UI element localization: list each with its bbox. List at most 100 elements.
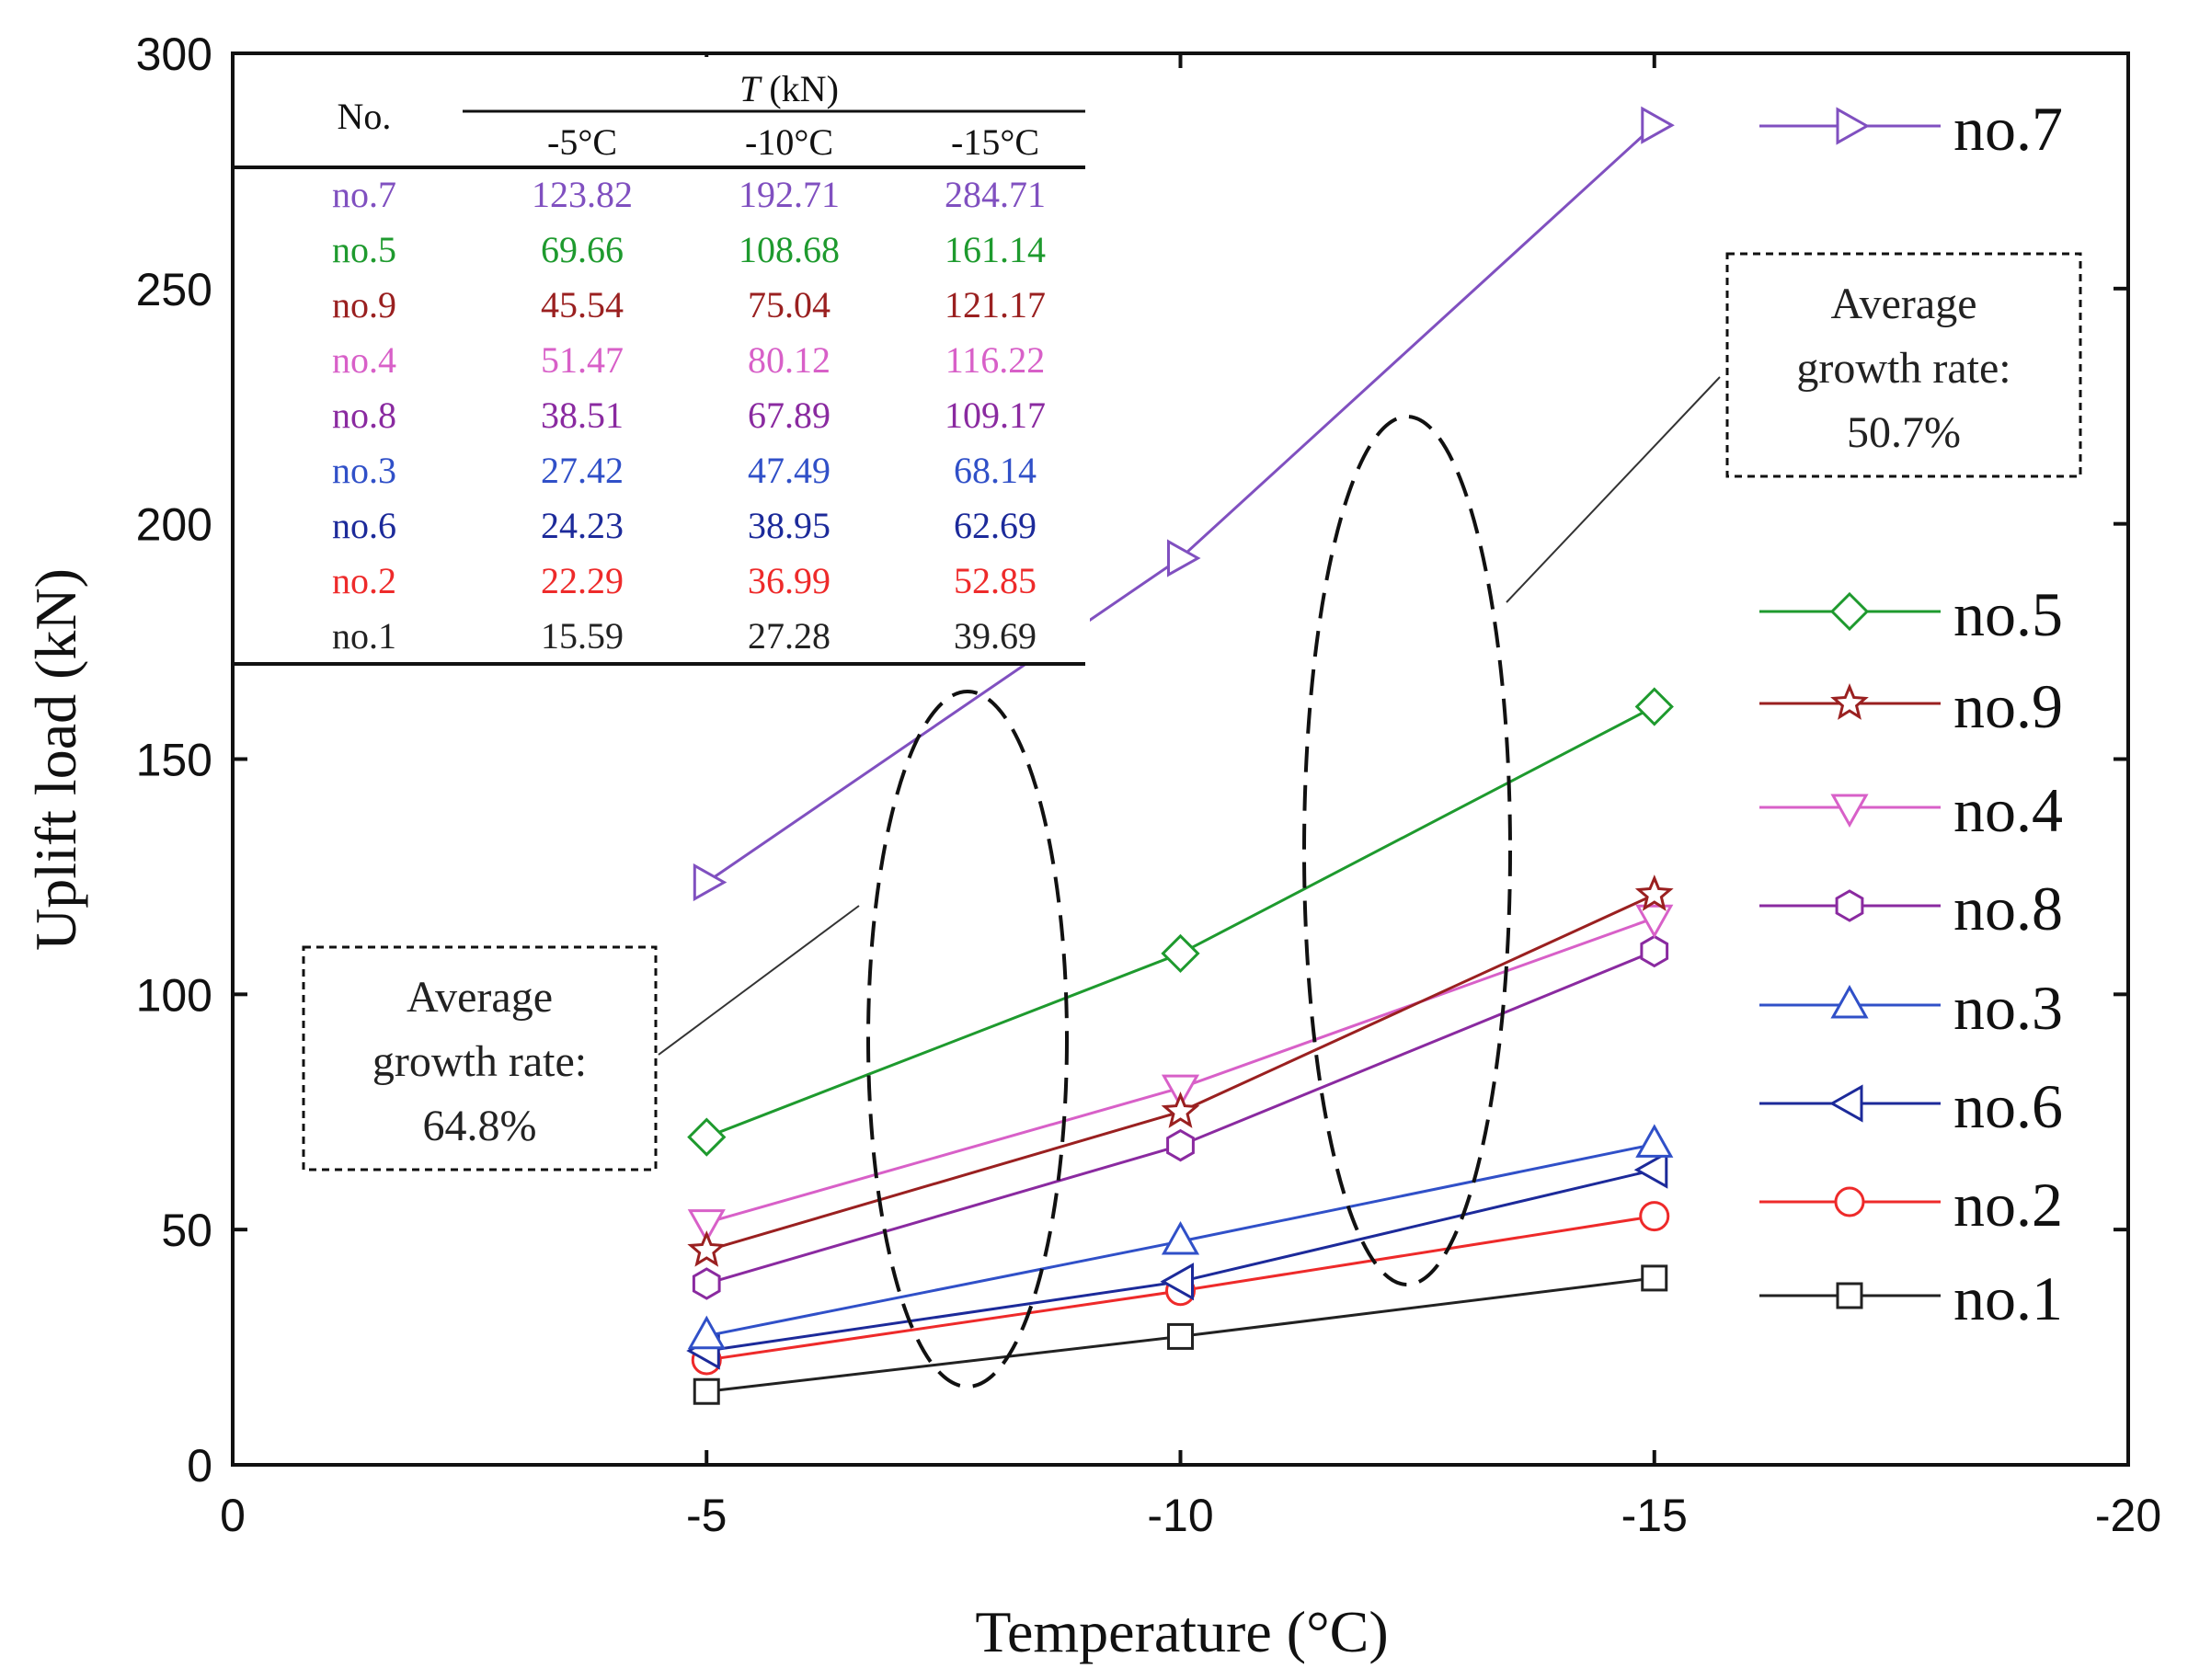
data-point-no.4: [687, 1209, 726, 1243]
table-row-label: no.5: [332, 229, 396, 270]
legend-item-no.8: no.8: [1759, 874, 2063, 943]
highlight-ellipse-left: [866, 690, 1069, 1389]
table-row-label: no.4: [332, 339, 396, 381]
table-cell: 38.51: [541, 394, 624, 436]
table-cell: 51.47: [541, 339, 624, 381]
table-cell: 52.85: [954, 560, 1037, 601]
x-tick-label: -20: [2095, 1490, 2161, 1541]
data-point-no.5: [687, 1117, 727, 1157]
annotation-text: growth rate:: [1796, 344, 2010, 393]
legend-marker-no.4: [1830, 794, 1869, 829]
y-tick-label: 0: [187, 1440, 212, 1491]
table-row-label: no.8: [332, 394, 396, 436]
table-cell: 39.69: [954, 615, 1037, 657]
table-row-label: no.6: [332, 505, 396, 546]
table-row-label: no.3: [332, 450, 396, 491]
x-tick-label: -15: [1621, 1490, 1688, 1541]
legend-item-no.4: no.4: [1759, 775, 2063, 845]
table-header-group-var: T: [739, 68, 762, 109]
table-header-group: T (kN): [739, 68, 839, 109]
data-point-no.4: [1161, 1074, 1200, 1109]
legend-label: no.4: [1953, 775, 2063, 845]
annotation-text: Average: [407, 973, 553, 1022]
series-no.9: [687, 874, 1674, 1267]
table-cell: 80.12: [748, 339, 831, 381]
data-point-no.5: [1634, 687, 1674, 726]
table-cell: 47.49: [748, 450, 831, 491]
data-point-no.3: [1161, 1220, 1200, 1255]
table-cell: 69.66: [541, 229, 624, 270]
data-table: No. T (kN) -5°C -10°C -15°C no.7 123.82 192.71 2…: [233, 57, 1090, 666]
highlight-ellipse-right: [1302, 415, 1512, 1286]
legend-item-no.3: no.3: [1759, 973, 2063, 1043]
table-col-header: -10°C: [745, 121, 833, 163]
y-tick-label: 50: [161, 1205, 212, 1256]
data-point-no.6: [1633, 1150, 1668, 1189]
table-cell: 15.59: [541, 615, 624, 657]
x-tick-label: 0: [220, 1490, 246, 1541]
legend-label: no.1: [1953, 1263, 2063, 1333]
x-tick-label: -5: [686, 1490, 727, 1541]
annotation-text: 50.7%: [1847, 408, 1961, 457]
legend-label: no.9: [1953, 671, 2063, 741]
legend-item-no.7: no.7: [1759, 94, 2063, 164]
annotation-leader-line: [1506, 376, 1721, 603]
data-point-no.9: [1634, 874, 1674, 911]
table-row-label: no.1: [332, 615, 396, 657]
table-cell: 108.68: [739, 229, 840, 270]
highlight-ellipses: [866, 415, 1512, 1389]
table-cell: 45.54: [541, 284, 624, 326]
data-point-no.5: [1161, 933, 1200, 974]
table-row-label: no.9: [332, 284, 396, 326]
table-cell: 192.71: [739, 174, 840, 215]
legend-label: no.2: [1953, 1170, 2063, 1240]
annotation-leader-line: [658, 905, 860, 1056]
table-cell: 68.14: [954, 450, 1037, 491]
table-cell: 62.69: [954, 505, 1037, 546]
table-header-no: No.: [338, 96, 392, 137]
legend-marker-no.9: [1830, 683, 1869, 720]
y-tick-label: 150: [136, 735, 212, 786]
table-row-label: no.7: [332, 174, 396, 215]
table-cell: 27.28: [748, 615, 831, 657]
table-cell: 22.29: [541, 560, 624, 601]
data-point-no.3: [687, 1315, 726, 1350]
y-tick-label: 300: [136, 29, 212, 80]
annotation-text: 64.8%: [423, 1102, 537, 1150]
legend-marker-no.2: [1834, 1186, 1865, 1217]
legend-marker-no.3: [1830, 984, 1869, 1019]
legend-marker-no.8: [1835, 889, 1864, 922]
legend-marker-no.5: [1829, 591, 1870, 632]
data-point-no.9: [1161, 1091, 1200, 1128]
annotation-text: Average: [1831, 280, 1977, 328]
data-point-no.7: [1167, 539, 1201, 577]
data-point-no.3: [1635, 1124, 1674, 1158]
series-no.7: [693, 106, 1675, 902]
data-point-no.9: [687, 1230, 727, 1267]
annotation-box: [1725, 252, 2082, 478]
y-tick-label: 100: [136, 969, 212, 1021]
table-cell: 109.17: [945, 394, 1046, 436]
legend-label: no.8: [1953, 874, 2063, 943]
series-no.4: [687, 904, 1674, 1243]
axis-ticks: 0 -5 -10 -15 -20 0 50 100 150 200 250 300: [136, 29, 2162, 1541]
legend-marker-no.1: [1836, 1282, 1863, 1309]
data-point-no.1: [1641, 1264, 1668, 1292]
data-point-no.1: [1167, 1322, 1194, 1350]
table-cell: 27.42: [541, 450, 624, 491]
x-tick-label: -10: [1147, 1490, 1213, 1541]
legend: no.7 no.5 no.9 no.4 no.8 no.3 no.6 no.2 no.1: [1759, 94, 2063, 1333]
data-point-no.8: [1640, 934, 1669, 968]
table-cell: 67.89: [748, 394, 831, 436]
x-axis-title: Temperature (°C): [975, 1599, 1388, 1664]
legend-item-no.5: no.5: [1759, 579, 2063, 649]
table-col-header: -5°C: [547, 121, 617, 163]
table-cell: 284.71: [945, 174, 1046, 215]
series-no.1: [693, 1264, 1668, 1405]
data-point-no.7: [693, 863, 727, 902]
data-point-no.4: [1635, 904, 1674, 939]
table-cell: 161.14: [945, 229, 1046, 270]
table-background: [235, 57, 1090, 664]
annotation-text: growth rate:: [372, 1037, 587, 1086]
